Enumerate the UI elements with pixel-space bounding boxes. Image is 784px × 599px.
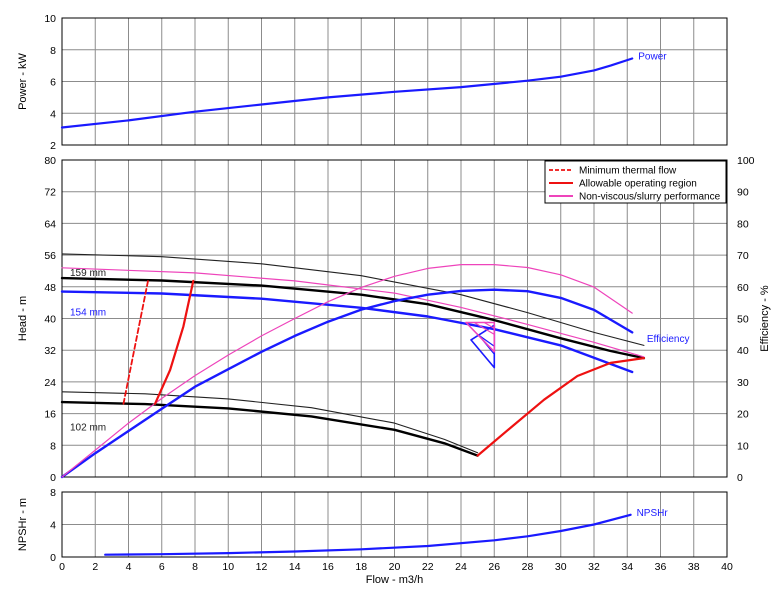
series-label: Power xyxy=(638,51,667,62)
x-tick-label: 24 xyxy=(455,561,467,573)
y-tick-label: 4 xyxy=(50,520,56,532)
x-tick-label: 40 xyxy=(721,561,733,573)
series-line-10 xyxy=(476,357,646,457)
x-tick-label: 16 xyxy=(322,561,334,573)
series-line-15 xyxy=(473,321,495,335)
series-line-power xyxy=(60,57,634,129)
y2-tick-label: 60 xyxy=(737,282,749,294)
y-tick-label: 8 xyxy=(50,440,56,452)
y2-tick-label: 80 xyxy=(737,218,749,230)
y-tick-label: 40 xyxy=(44,314,56,326)
y-axis-title: Power - kW xyxy=(17,52,29,109)
legend-label: Allowable operating region xyxy=(579,179,697,190)
y-tick-label: 56 xyxy=(44,250,56,262)
y-tick-label: 2 xyxy=(50,140,56,152)
legend-label: Minimum thermal flow xyxy=(579,166,677,177)
x-tick-label: 36 xyxy=(655,561,667,573)
plot-frame xyxy=(61,17,728,146)
plot-frame xyxy=(61,491,728,558)
x-tick-label: 20 xyxy=(389,561,401,573)
series-line-9 xyxy=(154,279,195,405)
curve-label: 102 mm xyxy=(70,422,106,433)
series-label: NPSHr xyxy=(637,508,669,519)
series-line-16 xyxy=(483,321,495,329)
series-line-0 xyxy=(61,253,645,346)
y-tick-label: 24 xyxy=(44,377,56,389)
series-line-1 xyxy=(60,276,646,360)
y-tick-label: 6 xyxy=(50,77,56,89)
head-panel: 0 8 16 24 32 40 48 56 64 72 80 0 10 20 30 40 50 60 70 80 90 1… xyxy=(17,155,771,484)
legend-label: Non-viscous/slurry performance xyxy=(579,192,721,203)
y-tick-label: 8 xyxy=(50,45,56,57)
y-tick-label: 4 xyxy=(50,108,56,120)
y2-tick-label: 10 xyxy=(737,440,749,452)
y2-tick-label: 0 xyxy=(737,472,743,484)
y2-tick-label: 100 xyxy=(737,155,755,167)
y-tick-label: 10 xyxy=(44,13,56,25)
y2-tick-label: 40 xyxy=(737,345,749,357)
y-tick-label: 0 xyxy=(50,472,56,484)
curve-label: Efficiency xyxy=(647,334,690,345)
y2-tick-label: 30 xyxy=(737,377,749,389)
x-tick-label: 8 xyxy=(192,561,198,573)
y-tick-label: 72 xyxy=(44,187,56,199)
y2-axis-title: Efficiency - % xyxy=(759,285,771,352)
y2-tick-label: 70 xyxy=(737,250,749,262)
series-line-2 xyxy=(60,290,634,374)
y-tick-label: 8 xyxy=(50,487,56,499)
series-line-4 xyxy=(61,391,479,454)
plot-frame xyxy=(61,159,728,478)
x-tick-label: 22 xyxy=(422,561,434,573)
x-tick-label: 10 xyxy=(222,561,234,573)
x-tick-label: 32 xyxy=(588,561,600,573)
y2-tick-label: 20 xyxy=(737,409,749,421)
y-tick-label: 32 xyxy=(44,345,56,357)
series-line-14 xyxy=(465,321,496,353)
legend: Minimum thermal flow Allowable operating … xyxy=(544,160,727,204)
y-tick-label: 16 xyxy=(44,409,56,421)
x-tick-label: 14 xyxy=(289,561,301,573)
power-panel: 2 4 6 8 10 Power - kW Power xyxy=(17,13,728,152)
y-axis-title: Head - m xyxy=(17,296,29,341)
y2-tick-label: 90 xyxy=(737,187,749,199)
series-line-5 xyxy=(60,400,479,457)
x-tick-label: 38 xyxy=(688,561,700,573)
legend-box xyxy=(544,160,727,204)
x-tick-label: 2 xyxy=(92,561,98,573)
x-tick-label: 28 xyxy=(522,561,534,573)
x-tick-label: 6 xyxy=(159,561,165,573)
series-line-npshr xyxy=(104,513,632,556)
curve-label: 154 mm xyxy=(70,308,106,319)
x-tick-label: 4 xyxy=(126,561,132,573)
curve-label: 159 mm xyxy=(70,268,106,279)
x-tick-label: 0 xyxy=(59,561,65,573)
x-tick-label: 30 xyxy=(555,561,567,573)
y-tick-label: 64 xyxy=(44,218,56,230)
y-axis-title: NPSHr - m xyxy=(17,498,29,551)
x-tick-label: 26 xyxy=(488,561,500,573)
x-tick-label: 12 xyxy=(256,561,268,573)
series-line-3 xyxy=(61,267,645,358)
y-tick-label: 0 xyxy=(50,552,56,564)
y-tick-label: 80 xyxy=(44,155,56,167)
x-tick-label: 18 xyxy=(355,561,367,573)
y-tick-label: 48 xyxy=(44,282,56,294)
series-line-6 xyxy=(60,288,634,479)
y2-tick-label: 50 xyxy=(737,314,749,326)
series-line-8 xyxy=(122,277,150,405)
x-axis-title: Flow - m3/h xyxy=(366,574,423,586)
x-tick-label: 34 xyxy=(621,561,633,573)
